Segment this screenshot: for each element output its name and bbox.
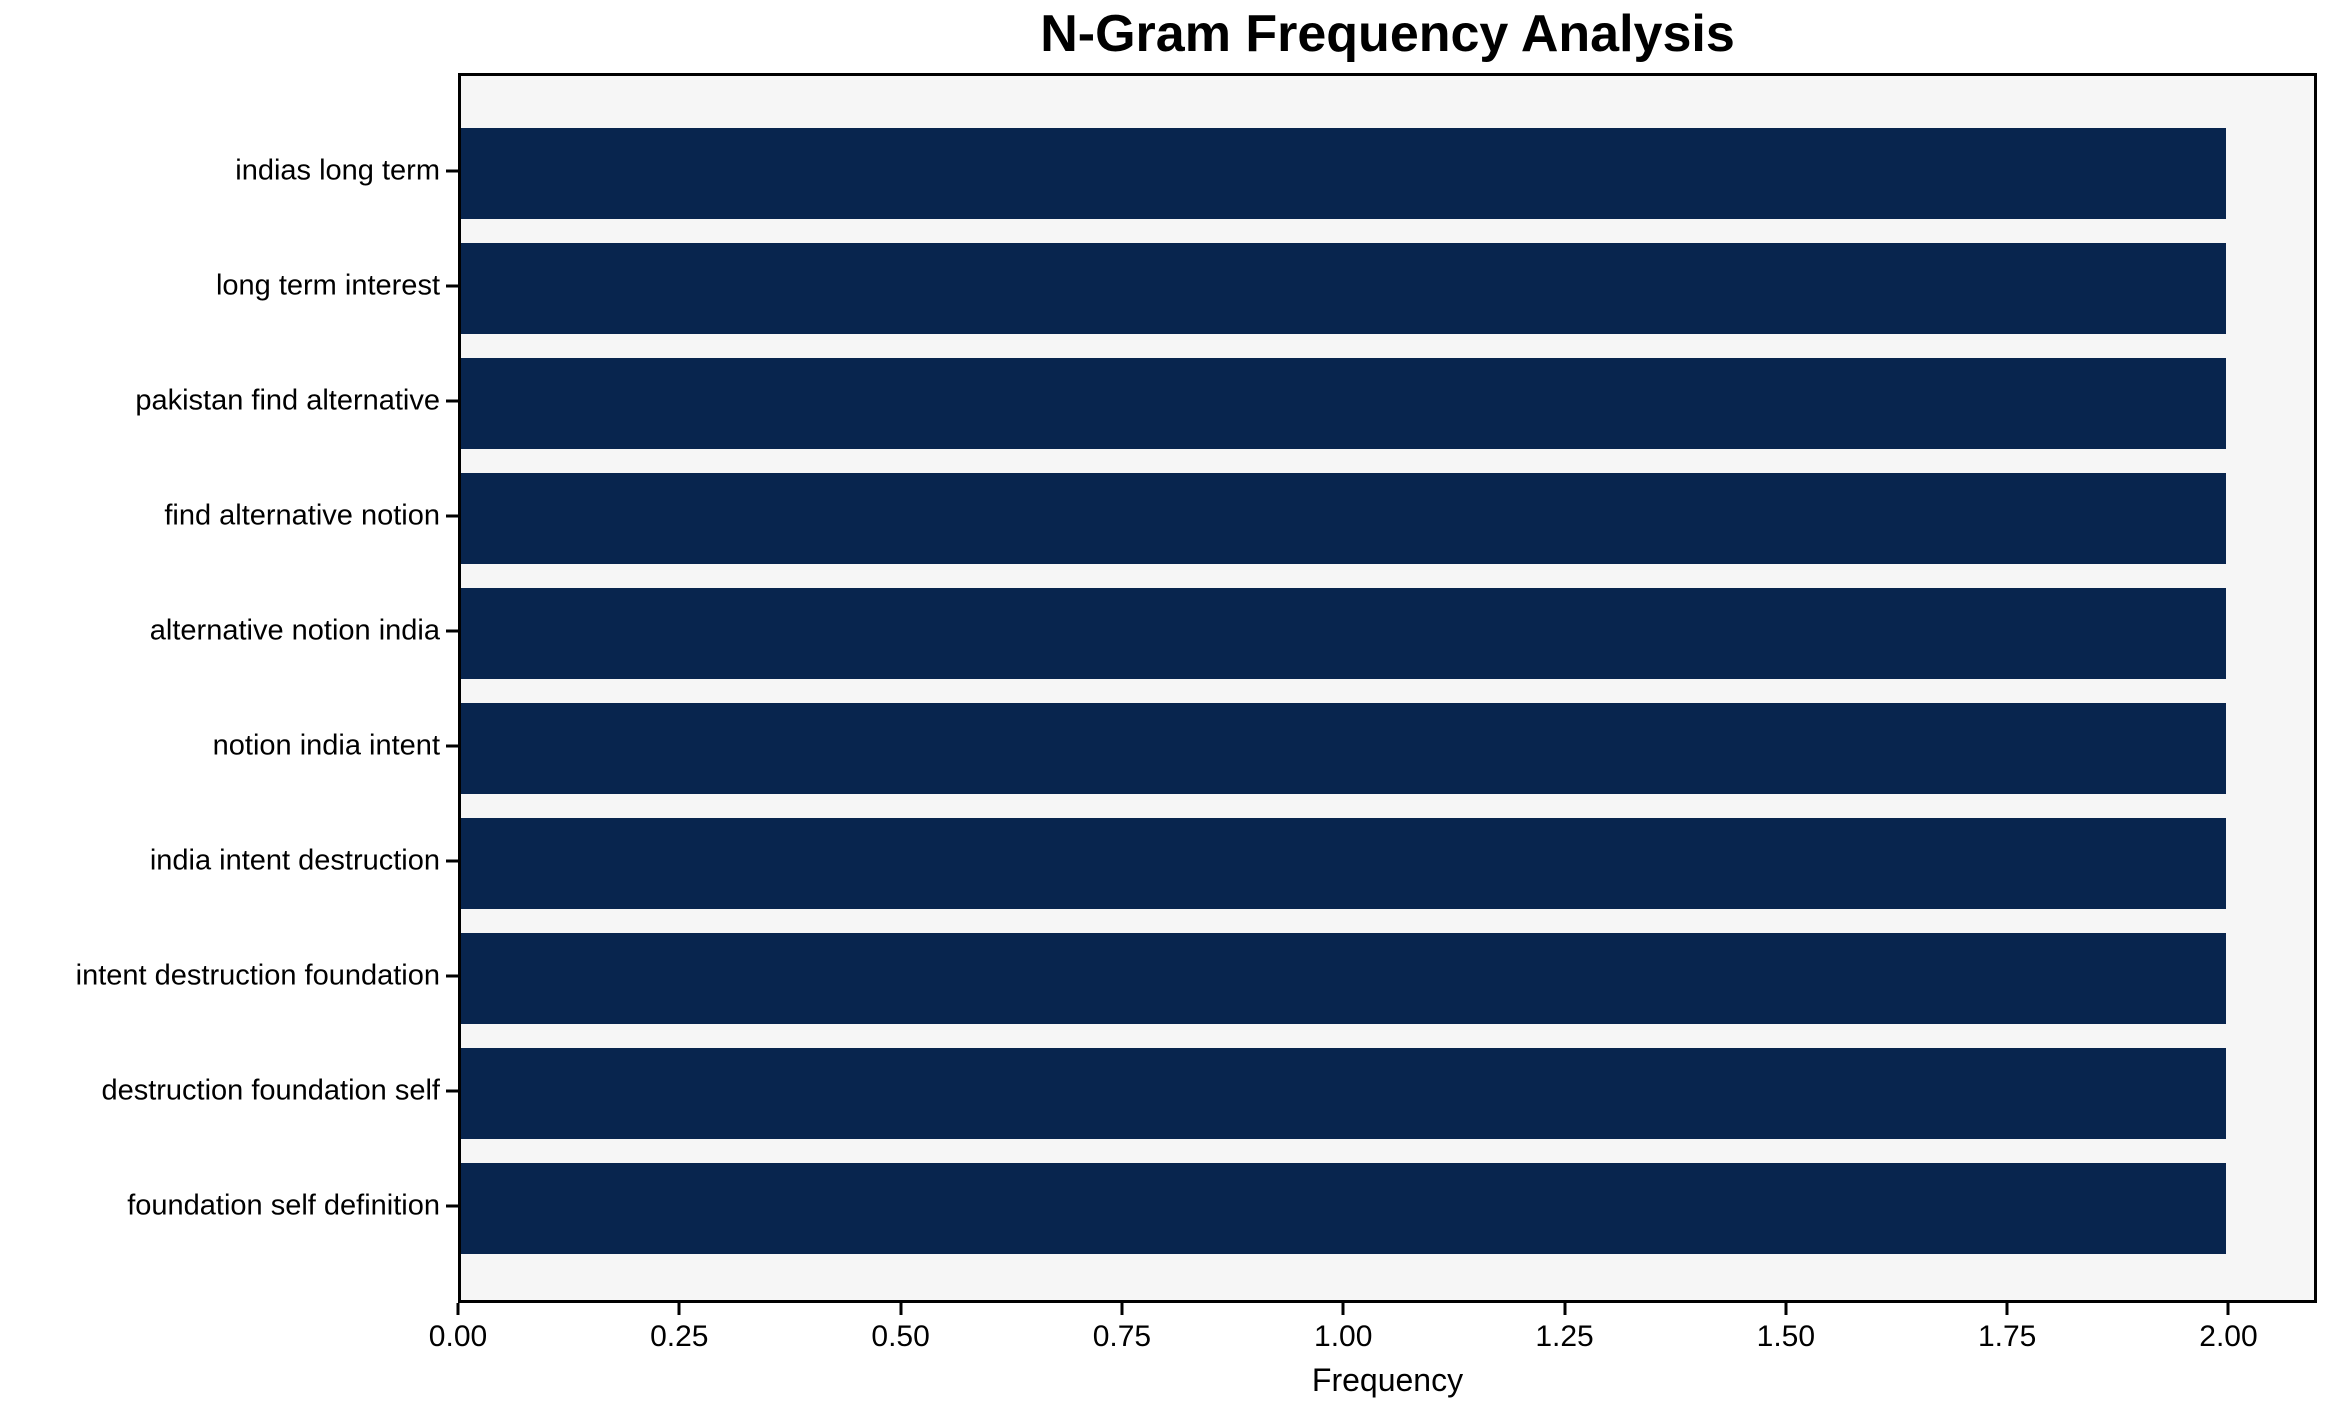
y-tick-label: foundation self definition bbox=[127, 1189, 440, 1221]
y-tick-mark bbox=[446, 1089, 458, 1092]
x-tick-label: 1.50 bbox=[1756, 1320, 1816, 1353]
x-tick-label: 1.75 bbox=[1977, 1320, 2037, 1353]
chart-title: N-Gram Frequency Analysis bbox=[1040, 5, 1735, 63]
bar-row bbox=[461, 243, 2314, 334]
bar-row bbox=[461, 703, 2314, 794]
y-tick-label: destruction foundation self bbox=[101, 1074, 440, 1106]
y-tick-label: find alternative notion bbox=[164, 499, 440, 531]
y-tick-mark bbox=[446, 169, 458, 172]
x-tick-mark bbox=[677, 1303, 681, 1315]
bar bbox=[461, 243, 2226, 334]
bar bbox=[461, 1163, 2226, 1254]
y-tick-label: pakistan find alternative bbox=[135, 384, 440, 416]
x-tick-label: 0.75 bbox=[1092, 1320, 1152, 1353]
y-tick-mark bbox=[446, 744, 458, 747]
bar bbox=[461, 933, 2226, 1024]
x-tick-mark bbox=[2005, 1303, 2009, 1315]
x-tick-mark bbox=[899, 1303, 903, 1315]
y-tick-mark bbox=[446, 284, 458, 287]
x-tick-label: 0.00 bbox=[428, 1320, 488, 1353]
bar bbox=[461, 473, 2226, 564]
bar bbox=[461, 703, 2226, 794]
x-tick-label: 2.00 bbox=[2199, 1320, 2258, 1353]
x-tick-mark bbox=[456, 1303, 460, 1315]
x-axis-label: Frequency bbox=[1311, 1362, 1464, 1398]
plot-area bbox=[458, 73, 2317, 1303]
x-tick-label: 0.25 bbox=[650, 1320, 709, 1353]
y-tick-mark bbox=[446, 1204, 458, 1207]
y-tick-mark bbox=[446, 859, 458, 862]
x-tick-mark bbox=[1563, 1303, 1567, 1315]
bar bbox=[461, 128, 2226, 219]
bars-container bbox=[461, 76, 2314, 1300]
bar-row bbox=[461, 588, 2314, 679]
y-tick-label: intent destruction foundation bbox=[75, 959, 440, 991]
y-tick-label: india intent destruction bbox=[149, 844, 440, 876]
y-tick-label: alternative notion india bbox=[149, 614, 440, 646]
y-tick-label: long term interest bbox=[215, 269, 440, 301]
x-tick-mark bbox=[1784, 1303, 1788, 1315]
bar-row bbox=[461, 358, 2314, 449]
bar-row bbox=[461, 473, 2314, 564]
x-tick-mark bbox=[1120, 1303, 1124, 1315]
x-tick-label: 1.00 bbox=[1314, 1320, 1373, 1353]
y-tick-mark bbox=[446, 629, 458, 632]
bar-row bbox=[461, 1048, 2314, 1139]
x-tick-mark bbox=[2226, 1303, 2230, 1315]
bar bbox=[461, 1048, 2226, 1139]
bar bbox=[461, 588, 2226, 679]
x-tick-label: 1.25 bbox=[1535, 1320, 1594, 1353]
bar-row bbox=[461, 818, 2314, 909]
y-tick-label: indias long term bbox=[235, 154, 440, 186]
x-tick-mark bbox=[1341, 1303, 1345, 1315]
y-tick-mark bbox=[446, 974, 458, 977]
bar-row bbox=[461, 1163, 2314, 1254]
y-tick-mark bbox=[446, 514, 458, 517]
bar-row bbox=[461, 933, 2314, 1024]
y-tick-label: notion india intent bbox=[212, 729, 440, 761]
y-tick-mark bbox=[446, 399, 458, 402]
x-tick-label: 0.50 bbox=[871, 1320, 930, 1353]
bar bbox=[461, 818, 2226, 909]
bar bbox=[461, 358, 2226, 449]
bar-row bbox=[461, 128, 2314, 219]
